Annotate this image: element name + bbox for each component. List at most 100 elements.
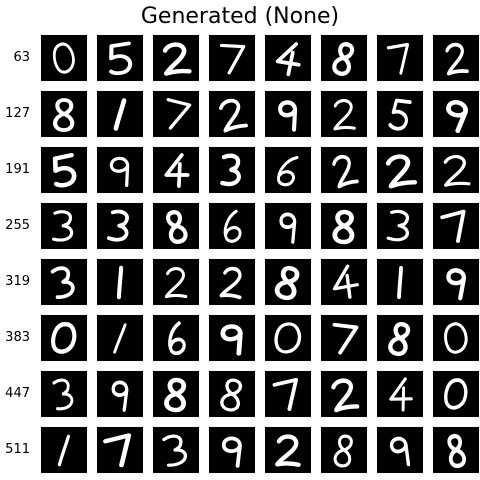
digit-sample-tile xyxy=(265,371,311,417)
digit-sample-tile xyxy=(377,315,423,361)
digit-sample-tile xyxy=(153,371,199,417)
digit-stroke xyxy=(331,378,360,413)
digit-glyph xyxy=(386,42,409,75)
digit-sample-tile xyxy=(265,315,311,361)
digit-sample-tile xyxy=(433,203,479,249)
digit-glyph xyxy=(50,266,75,300)
digit-sample-tile xyxy=(41,91,87,137)
digit-sample-tile xyxy=(209,427,255,473)
digit-glyph xyxy=(446,100,468,134)
digit-stroke xyxy=(164,153,190,188)
digit-stroke xyxy=(444,378,468,410)
digit-stroke xyxy=(332,264,359,299)
digit-stroke xyxy=(52,42,75,74)
digit-sample-tile xyxy=(433,91,479,137)
digit-sample-tile xyxy=(433,427,479,473)
digit-stroke xyxy=(385,154,418,189)
digit-glyph xyxy=(116,265,124,300)
digit-sample-tile xyxy=(209,203,255,249)
digit-stroke xyxy=(162,42,192,76)
digit-glyph xyxy=(220,324,243,356)
row-label: 511 xyxy=(5,442,30,457)
digit-stroke xyxy=(332,42,355,76)
digit-glyph xyxy=(443,155,471,187)
digit-glyph xyxy=(332,154,359,189)
digit-glyph xyxy=(111,380,129,412)
digit-stroke xyxy=(51,321,77,354)
digit-stroke xyxy=(164,377,187,413)
row-label: 319 xyxy=(5,274,30,289)
digit-stroke xyxy=(443,155,471,187)
digit-sample-tile xyxy=(433,35,479,81)
digit-stroke xyxy=(116,265,124,300)
digit-sample-tile xyxy=(377,259,423,305)
digit-stroke xyxy=(274,265,300,301)
digit-stroke xyxy=(164,267,188,299)
digit-sample-tile xyxy=(265,35,311,81)
digit-sample-tile xyxy=(209,315,255,361)
digit-sample-tile xyxy=(209,147,255,193)
digit-sample-tile xyxy=(265,147,311,193)
row-label: 191 xyxy=(5,162,30,177)
digit-glyph xyxy=(389,377,413,412)
digit-sample-tile xyxy=(377,91,423,137)
digit-glyph xyxy=(52,42,75,74)
digit-stroke xyxy=(389,377,413,412)
digit-stroke xyxy=(333,434,353,468)
digit-sample-tile xyxy=(153,91,199,137)
digit-stroke xyxy=(219,98,248,133)
digit-glyph xyxy=(164,153,190,188)
digit-glyph xyxy=(223,209,242,243)
digit-sample-tile xyxy=(377,147,423,193)
digit-glyph xyxy=(53,98,75,132)
digit-glyph xyxy=(219,43,246,75)
digit-glyph xyxy=(220,153,241,187)
digit-glyph xyxy=(332,42,355,76)
digit-glyph xyxy=(332,209,355,245)
digit-sample-tile xyxy=(41,35,87,81)
digit-glyph xyxy=(274,322,302,354)
digit-stroke xyxy=(440,209,466,243)
digit-sample-tile xyxy=(97,371,143,417)
digit-glyph xyxy=(397,265,403,300)
digit-glyph xyxy=(51,321,77,354)
digit-glyph xyxy=(332,264,359,299)
digit-stroke xyxy=(109,41,133,76)
digit-stroke xyxy=(57,434,70,467)
digit-sample-tile xyxy=(433,259,479,305)
digit-glyph xyxy=(109,41,133,76)
digit-stroke xyxy=(52,152,77,188)
digit-stroke xyxy=(111,380,129,412)
digit-sample-tile xyxy=(377,427,423,473)
digit-stroke xyxy=(332,322,359,355)
digit-sample-tile xyxy=(97,91,143,137)
digit-glyph xyxy=(219,98,248,133)
digit-glyph xyxy=(444,322,468,354)
digit-glyph xyxy=(278,100,298,132)
digit-stroke xyxy=(219,43,246,75)
digit-glyph xyxy=(388,322,411,356)
digit-glyph xyxy=(162,434,187,467)
digit-sample-tile xyxy=(433,147,479,193)
digit-sample-tile xyxy=(97,427,143,473)
digit-glyph xyxy=(220,378,242,412)
digit-stroke xyxy=(166,210,188,244)
digit-sample-tile xyxy=(41,259,87,305)
digit-glyph xyxy=(332,322,359,355)
digit-stroke xyxy=(220,324,243,356)
digit-sample-tile xyxy=(377,371,423,417)
digit-sample-tile xyxy=(209,259,255,305)
row-label: 63 xyxy=(13,50,30,65)
digit-sample-tile xyxy=(265,91,311,137)
digit-glyph xyxy=(447,433,466,468)
digit-sample-tile xyxy=(209,371,255,417)
digit-stroke xyxy=(275,434,301,467)
digit-sample-tile xyxy=(153,35,199,81)
digit-glyph xyxy=(164,377,187,413)
digit-glyph xyxy=(106,209,129,242)
digit-stroke xyxy=(52,210,74,242)
digit-stroke xyxy=(103,433,132,468)
digit-sample-tile xyxy=(433,315,479,361)
digit-sample-tile xyxy=(377,35,423,81)
